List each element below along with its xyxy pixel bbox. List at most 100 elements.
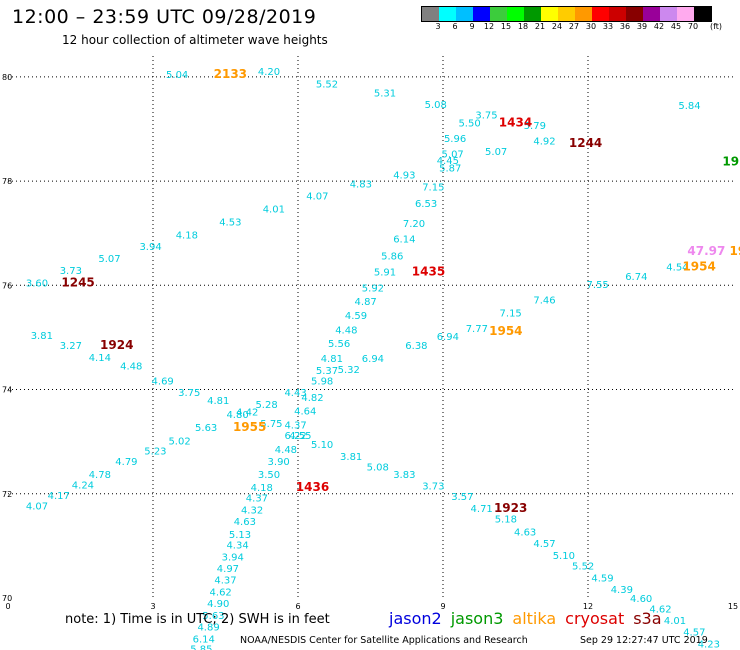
wave-height-value: 5.08	[367, 462, 389, 473]
pass-time-label: 19	[729, 244, 740, 258]
wave-height-value: 4.48	[275, 445, 297, 456]
wave-height-value: 4.53	[219, 217, 241, 228]
wave-height-value: 4.81	[321, 354, 343, 365]
wave-height-value: 6.94	[437, 332, 459, 343]
wave-height-value: 4.39	[611, 585, 633, 596]
wave-height-value: 4.17	[48, 491, 70, 502]
wave-height-value: 5.63	[195, 423, 217, 434]
wave-height-value: 5.52	[316, 79, 338, 90]
color-scale-label: 39	[636, 22, 648, 31]
wave-height-value: 3.57	[451, 492, 473, 503]
y-tick-label: 74	[2, 386, 12, 395]
wave-height-value: 4.79	[115, 457, 137, 468]
pass-time-label: 47.97	[687, 244, 725, 258]
wave-height-value: 4.37	[284, 421, 306, 432]
wave-height-value: 6.14	[393, 235, 415, 246]
color-scale-label: 18	[517, 22, 529, 31]
pass-time-label: 1434	[499, 115, 532, 129]
color-scale-swatch	[626, 7, 643, 21]
wave-height-value: 5.56	[328, 339, 350, 350]
wave-height-value: 5.92	[362, 284, 384, 295]
wave-height-value: 6.38	[405, 341, 427, 352]
wave-height-value: 5.08	[425, 100, 447, 111]
wave-height-value: 4.63	[234, 517, 256, 528]
wave-height-value: 5.31	[374, 89, 396, 100]
wave-height-value: 4.37	[246, 494, 268, 505]
wave-height-value: 6.22	[284, 431, 306, 442]
satellite-legend-item: cryosat	[565, 609, 625, 628]
generated-timestamp: Sep 29 12:27:47 UTC 2019	[580, 635, 708, 646]
wave-height-value: 4.81	[207, 396, 229, 407]
wave-height-value: 4.07	[306, 191, 328, 202]
wave-height-value: 3.83	[393, 470, 415, 481]
wave-height-value: 4.24	[72, 481, 94, 492]
wave-height-value: 5.07	[98, 254, 120, 265]
wave-height-value: 4.80	[226, 410, 248, 421]
wave-height-value: 4.97	[217, 564, 239, 575]
wave-height-value: 4.60	[630, 594, 652, 605]
wave-height-value: 5.23	[144, 447, 166, 458]
color-scale-label: 70	[687, 22, 699, 31]
x-tick-label: 9	[440, 602, 445, 611]
color-scale-label: 30	[585, 22, 597, 31]
wave-height-value: 5.91	[374, 267, 396, 278]
wave-height-value: 4.42	[236, 408, 258, 419]
color-scale-swatch	[541, 7, 558, 21]
color-scale-swatch	[439, 7, 456, 21]
x-tick-label: 0	[5, 602, 10, 611]
wave-height-value: 3.75	[178, 388, 200, 399]
wave-height-value: 5.79	[524, 121, 546, 132]
color-scale-swatch	[694, 7, 711, 21]
wave-height-value: 4.18	[251, 483, 273, 494]
wave-height-value: 4.43	[284, 388, 306, 399]
wave-height-value: 5.32	[338, 365, 360, 376]
x-tick-label: 12	[583, 602, 593, 611]
pass-time-label: 1954	[682, 260, 715, 274]
y-tick-label: 70	[2, 594, 12, 603]
wave-height-value: 4.62	[210, 587, 232, 598]
color-scale-label: 21	[534, 22, 546, 31]
wave-height-value: 3.94	[222, 552, 244, 563]
satellite-legend-item: jason3	[450, 609, 504, 628]
wave-height-value: 4.18	[176, 230, 198, 241]
color-scale-label: 42	[653, 22, 665, 31]
wave-height-value: 5.87	[439, 164, 461, 175]
wave-height-value: 7.55	[587, 280, 609, 291]
wave-height-value: 5.37	[316, 366, 338, 377]
wave-height-value: 5.07	[485, 147, 507, 158]
wave-height-value: 4.89	[197, 622, 219, 633]
pass-time-label: 1435	[412, 264, 445, 278]
wave-height-value: 4.48	[335, 325, 357, 336]
wave-height-value: 5.50	[458, 118, 480, 129]
wave-height-value: 4.55	[289, 431, 311, 442]
wave-height-value: 4.34	[226, 540, 248, 551]
color-scale-label: 12	[483, 22, 495, 31]
satellite-legend-item: jason2	[389, 609, 442, 628]
wave-height-value: 6.74	[625, 272, 647, 283]
y-tick-label: 76	[2, 281, 12, 290]
color-scale-label: 45	[670, 22, 682, 31]
pass-time-label: 1924	[100, 338, 133, 352]
wave-height-value: 4.14	[89, 353, 111, 364]
pass-time-label: 1923	[494, 501, 527, 515]
wave-height-value: 4.71	[471, 504, 493, 515]
color-scale-swatch	[558, 7, 575, 21]
wave-height-value: 4.07	[26, 501, 48, 512]
wave-height-value: 4.59	[345, 311, 367, 322]
color-scale-label: 3	[435, 22, 441, 31]
color-scale-bar	[421, 6, 712, 22]
wave-height-value: 7.20	[403, 219, 425, 230]
wave-height-value: 5.63	[202, 611, 224, 622]
wave-height-value: 4.01	[664, 616, 686, 627]
wave-height-value: 5.18	[495, 514, 517, 525]
wave-height-value: 5.86	[381, 251, 403, 262]
wave-height-value: 3.73	[422, 482, 444, 493]
wave-height-value: 7.46	[533, 296, 555, 307]
wave-height-value: 3.60	[26, 278, 48, 289]
color-scale-swatch	[609, 7, 626, 21]
color-scale-swatch	[490, 7, 507, 21]
wave-height-value: 4.82	[301, 393, 323, 404]
wave-height-value: 5.52	[572, 561, 594, 572]
wave-height-value: 5.75	[260, 419, 282, 430]
